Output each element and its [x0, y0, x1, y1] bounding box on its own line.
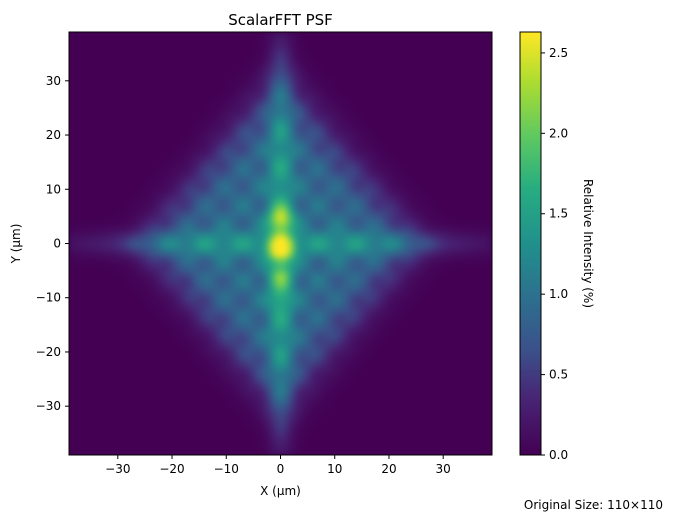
colorbar-tick-label: 2.0 — [549, 126, 568, 140]
colorbar-gradient — [520, 32, 541, 455]
x-axis-label: X (µm) — [260, 484, 301, 498]
colorbar-tick-label: 0.0 — [549, 448, 568, 462]
colorbar-tick-label: 1.5 — [549, 207, 568, 221]
y-axis-ticks: −30 −20 −10 0 10 20 30 — [36, 74, 69, 413]
x-axis-ticks: −30 −20 −10 0 10 20 30 — [105, 455, 451, 476]
colorbar-tick-label: 2.5 — [549, 46, 568, 60]
x-tick-label: −10 — [214, 462, 239, 476]
y-tick-label: 30 — [46, 74, 61, 88]
x-tick-label: −20 — [159, 462, 184, 476]
x-tick-label: 30 — [436, 462, 451, 476]
x-tick-label: 0 — [277, 462, 285, 476]
x-tick-label: −30 — [105, 462, 130, 476]
heatmap-plot — [69, 32, 492, 455]
y-tick-label: −10 — [36, 291, 61, 305]
y-tick-label: 10 — [46, 182, 61, 196]
chart-title: ScalarFFT PSF — [228, 11, 333, 29]
colorbar-tick-label: 0.5 — [549, 368, 568, 382]
y-tick-label: −20 — [36, 345, 61, 359]
original-size-note: Original Size: 110×110 — [524, 498, 663, 512]
x-tick-label: 10 — [327, 462, 342, 476]
y-tick-label: −30 — [36, 399, 61, 413]
colorbar-tick-label: 1.0 — [549, 287, 568, 301]
x-tick-label: 20 — [381, 462, 396, 476]
heatmap-image — [69, 32, 492, 455]
colorbar-label: Relative Intensity (%) — [581, 179, 595, 308]
colorbar-frame — [519, 31, 542, 456]
colorbar: 0.0 0.5 1.0 1.5 2.0 2.5 Relative Intensity (%… — [519, 31, 595, 462]
y-tick-label: 20 — [46, 128, 61, 142]
colorbar-ticks: 0.0 0.5 1.0 1.5 2.0 2.5 — [541, 46, 568, 462]
y-tick-label: 0 — [53, 237, 61, 251]
y-axis-label: Y (µm) — [9, 224, 23, 265]
